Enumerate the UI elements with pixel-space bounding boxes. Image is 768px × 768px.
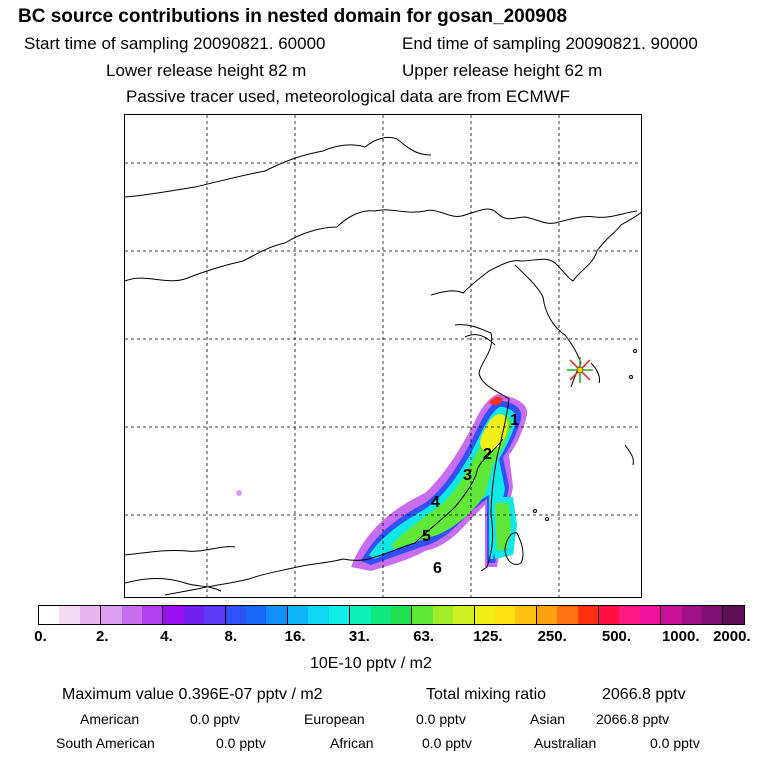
color-scale-segment [266, 606, 288, 624]
asian-value: 2066.8 pptv [596, 711, 670, 727]
start-time-label: Start time of sampling 20090821. 60000 [24, 34, 326, 53]
color-scale-segment [494, 606, 516, 624]
color-scale-segment [453, 606, 475, 624]
upper-release-label: Upper release height 62 m [402, 61, 603, 80]
color-scale-segment [390, 606, 413, 624]
color-scale-segment [681, 606, 702, 624]
color-scale-tick-label: 8. [224, 628, 238, 645]
color-scale-segment [204, 606, 226, 624]
color-scale-bar [38, 605, 745, 625]
color-scale-tick-label: 4. [160, 628, 173, 645]
european-value: 0.0 pptv [416, 711, 466, 727]
color-scale-segment [225, 606, 247, 624]
color-scale-tick-label: 1000. [661, 628, 700, 645]
color-scale-segment [79, 606, 102, 624]
color-scale-segment [142, 606, 164, 624]
page-title: BC source contributions in nested domain… [18, 6, 568, 27]
color-scale-segment [350, 606, 371, 624]
total-mixing-label: Total mixing ratio [426, 686, 547, 703]
total-mixing-value: 2066.8 pptv [602, 686, 686, 703]
african-label: African [330, 735, 374, 751]
color-scale-unit: 10E-10 pptv / m2 [310, 655, 432, 672]
color-scale-segment [723, 606, 744, 624]
region-label-5: 5 [422, 528, 431, 545]
color-scale-segment [598, 606, 620, 624]
color-scale-segment [619, 606, 640, 624]
region-label-3: 3 [463, 467, 472, 484]
color-scale-segment [661, 606, 682, 624]
south-american-value: 0.0 pptv [216, 735, 266, 751]
lat-lon-grid [125, 115, 641, 597]
end-time-label: End time of sampling 20090821. 90000 [402, 34, 698, 53]
color-scale-tick-label: 0. [34, 628, 47, 645]
color-scale-segment [432, 606, 454, 624]
color-scale-segment [101, 606, 122, 624]
color-scale-tick-label: 31. [348, 628, 370, 645]
australian-value: 0.0 pptv [650, 735, 700, 751]
lower-release-label: Lower release height 82 m [106, 61, 307, 80]
color-scale-tick-label: 250. [537, 628, 567, 645]
color-scale-segment [308, 606, 329, 624]
star-marker-icon [567, 357, 593, 383]
region-label-6: 6 [433, 560, 442, 577]
plume-peak-red [489, 396, 503, 406]
south-american-label: South American [56, 735, 155, 751]
color-scale-segment [163, 606, 184, 624]
plume-isolated-dot [236, 490, 242, 496]
max-value-label: Maximum value 0.396E-07 pptv / m2 [62, 686, 323, 703]
color-scale-tick-label: 16. [284, 628, 306, 645]
plume-green [391, 414, 512, 549]
color-scale-segment [246, 606, 267, 624]
color-scale-segment [515, 606, 537, 624]
color-scale-tick-label: 63. [413, 628, 435, 645]
color-scale-tick-label: 2000. [713, 628, 751, 645]
color-scale-segment [412, 606, 433, 624]
european-label: European [304, 711, 365, 727]
model-note: Passive tracer used, meteorological data… [126, 87, 571, 106]
plume-cyan [369, 406, 517, 559]
color-scale-segment [370, 606, 391, 624]
color-scale-segment [639, 606, 662, 624]
african-value: 0.0 pptv [422, 735, 472, 751]
color-scale-tick-label: 500. [601, 628, 632, 645]
color-scale-segment [59, 606, 80, 624]
color-scale-tick-label: 2. [96, 628, 109, 645]
australian-label: Australian [534, 735, 597, 751]
color-scale-segment [474, 606, 495, 624]
color-scale-tick-label: 125. [473, 628, 503, 645]
color-scale-segment [557, 606, 578, 624]
color-scale-segment [577, 606, 599, 624]
concentration-plume [236, 394, 528, 571]
color-scale-segment [287, 606, 309, 624]
color-scale-segment [328, 606, 351, 624]
american-value: 0.0 pptv [190, 711, 240, 727]
region-label-1: 1 [510, 412, 519, 429]
region-label-2: 2 [483, 446, 492, 463]
color-scale-segment [183, 606, 205, 624]
color-scale-segment [536, 606, 558, 624]
color-scale-segment [702, 606, 724, 624]
american-label: American [80, 711, 140, 727]
color-scale-segment [121, 606, 143, 624]
map-canvas [125, 115, 641, 597]
asian-label: Asian [530, 711, 566, 727]
color-scale-segment [39, 606, 60, 624]
region-label-4: 4 [431, 494, 440, 511]
map-panel: 1 2 3 4 5 6 [124, 114, 642, 598]
